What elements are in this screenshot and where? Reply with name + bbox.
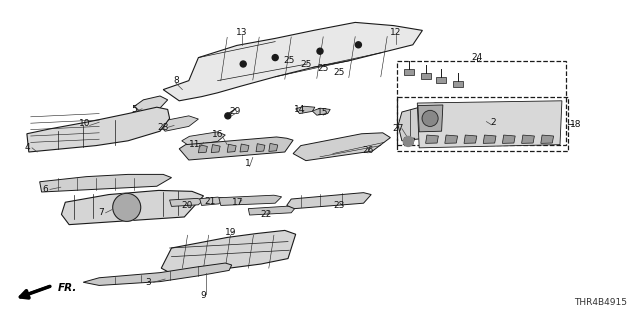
Text: 26: 26	[362, 146, 374, 155]
Text: 21: 21	[204, 197, 216, 206]
Text: 25: 25	[284, 56, 295, 65]
Polygon shape	[161, 230, 296, 273]
Text: 1: 1	[246, 159, 251, 168]
Text: 25: 25	[317, 64, 329, 73]
Text: 24: 24	[471, 53, 483, 62]
Polygon shape	[179, 137, 293, 160]
Polygon shape	[256, 144, 265, 152]
Polygon shape	[483, 135, 496, 143]
Text: 2: 2	[490, 118, 495, 127]
Polygon shape	[296, 106, 315, 114]
Polygon shape	[421, 73, 431, 79]
Text: 23: 23	[333, 201, 345, 210]
Text: 28: 28	[157, 123, 169, 132]
Polygon shape	[502, 135, 515, 143]
Text: 17: 17	[232, 198, 244, 207]
Polygon shape	[163, 22, 422, 101]
Text: FR.: FR.	[58, 283, 77, 293]
Polygon shape	[403, 138, 415, 145]
Polygon shape	[248, 206, 296, 215]
Circle shape	[272, 55, 278, 60]
Polygon shape	[211, 145, 220, 153]
Polygon shape	[436, 77, 446, 83]
Text: 9: 9	[201, 292, 206, 300]
Polygon shape	[404, 69, 414, 75]
Polygon shape	[170, 198, 204, 206]
Text: 29: 29	[230, 107, 241, 116]
Text: 11: 11	[189, 140, 201, 149]
Text: 22: 22	[260, 210, 271, 219]
Circle shape	[113, 193, 141, 221]
Text: 16: 16	[212, 130, 223, 139]
Polygon shape	[417, 101, 562, 148]
Polygon shape	[227, 144, 236, 152]
Polygon shape	[198, 145, 207, 153]
Text: 5: 5	[132, 105, 137, 114]
Polygon shape	[269, 143, 278, 151]
Text: 25: 25	[333, 68, 345, 77]
Polygon shape	[40, 174, 172, 192]
Polygon shape	[61, 190, 204, 225]
Circle shape	[317, 48, 323, 54]
Text: 15: 15	[317, 108, 329, 117]
Text: 6: 6	[42, 185, 47, 194]
Circle shape	[225, 113, 231, 119]
Polygon shape	[453, 81, 463, 87]
Polygon shape	[134, 96, 168, 114]
Text: THR4B4915: THR4B4915	[574, 298, 627, 307]
Text: 3: 3	[146, 278, 151, 287]
Text: 14: 14	[294, 105, 305, 114]
Text: 25: 25	[300, 60, 312, 69]
Text: 20: 20	[181, 201, 193, 210]
Polygon shape	[293, 133, 390, 161]
Polygon shape	[159, 116, 198, 131]
Circle shape	[240, 61, 246, 67]
Bar	[397, 61, 566, 145]
Polygon shape	[240, 144, 249, 152]
Polygon shape	[418, 105, 443, 132]
Circle shape	[422, 110, 438, 126]
Polygon shape	[445, 135, 458, 143]
Circle shape	[355, 42, 362, 48]
Polygon shape	[182, 132, 225, 146]
Bar	[397, 97, 568, 151]
Polygon shape	[83, 263, 232, 285]
Polygon shape	[541, 135, 554, 143]
Polygon shape	[200, 197, 224, 205]
Text: 12: 12	[390, 28, 401, 36]
Polygon shape	[464, 135, 477, 143]
Polygon shape	[287, 193, 371, 209]
Polygon shape	[522, 135, 534, 143]
Text: 18: 18	[570, 120, 582, 129]
Polygon shape	[312, 108, 330, 115]
Text: 27: 27	[392, 124, 404, 133]
Polygon shape	[426, 135, 438, 143]
Text: 10: 10	[79, 119, 90, 128]
Polygon shape	[27, 107, 170, 152]
Text: 7: 7	[99, 208, 104, 217]
Circle shape	[403, 136, 413, 147]
Polygon shape	[219, 195, 282, 205]
Text: 19: 19	[225, 228, 236, 237]
Text: 4: 4	[24, 143, 29, 152]
Text: 8: 8	[173, 76, 179, 85]
Text: 13: 13	[236, 28, 248, 36]
Polygon shape	[398, 103, 486, 141]
